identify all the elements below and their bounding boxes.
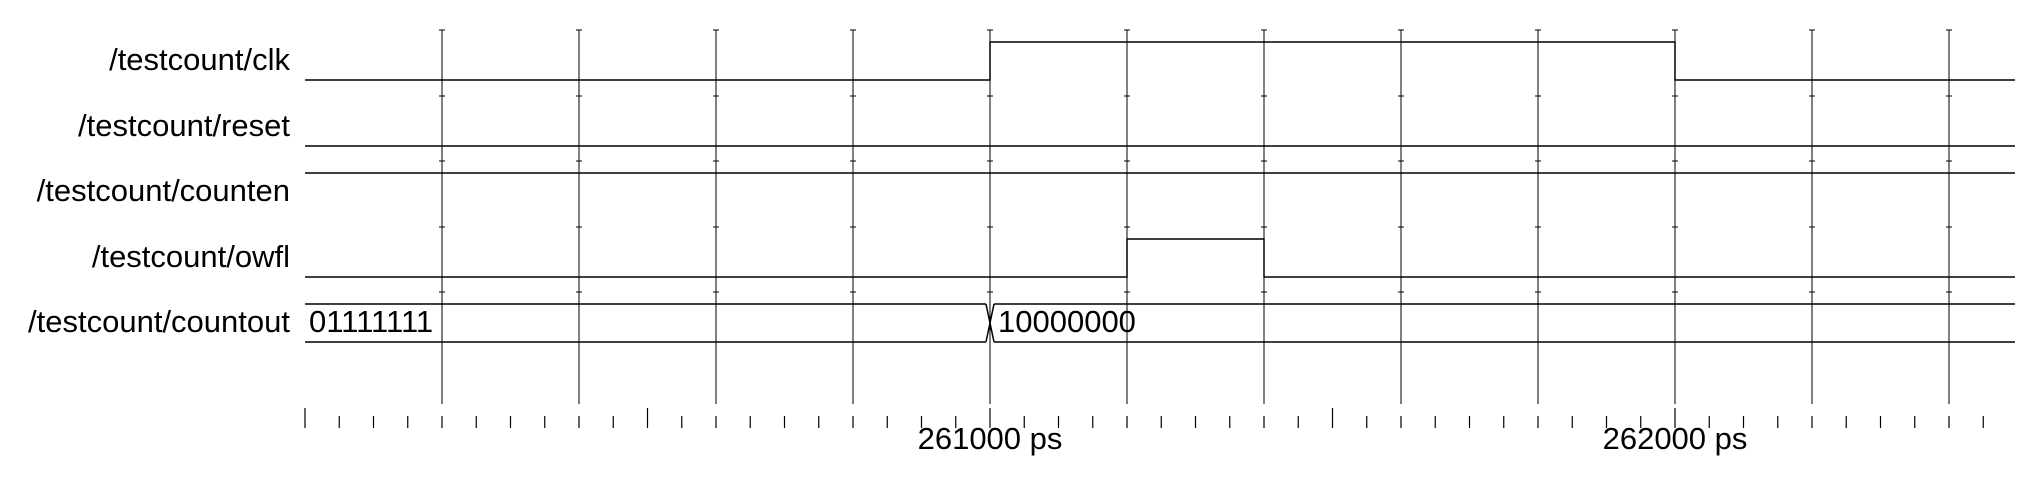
- waveform-clk: [305, 41, 2015, 81]
- wave-trace: [305, 41, 2015, 81]
- signal-name-reset[interactable]: /testcount/reset: [78, 108, 290, 143]
- bus-value: 01111111: [309, 304, 433, 339]
- signal-name-owfl[interactable]: /testcount/owfl: [92, 239, 290, 274]
- axis-tick-label: 262000 ps: [1603, 421, 1748, 456]
- signal-name-clk[interactable]: /testcount/clk: [109, 42, 290, 77]
- grid-layer: [439, 29, 1952, 404]
- bus-value: 10000000: [998, 304, 1136, 339]
- waveform-owfl: [305, 238, 2015, 278]
- axis-tick-label: 261000 ps: [918, 421, 1063, 456]
- signal-name-column: /testcount/clk/testcount/reset/testcount…: [28, 42, 290, 339]
- signal-name-countout[interactable]: /testcount/countout: [28, 304, 290, 339]
- time-axis: 261000 ps 262000 ps: [304, 408, 1984, 456]
- waveform-countout: 01111111 10000000: [305, 303, 2015, 343]
- waveform-area: 01111111 10000000: [305, 41, 2015, 343]
- signal-name-counten[interactable]: /testcount/counten: [37, 173, 290, 208]
- wave-trace: [305, 238, 2015, 278]
- bus-transition-right: [989, 303, 995, 343]
